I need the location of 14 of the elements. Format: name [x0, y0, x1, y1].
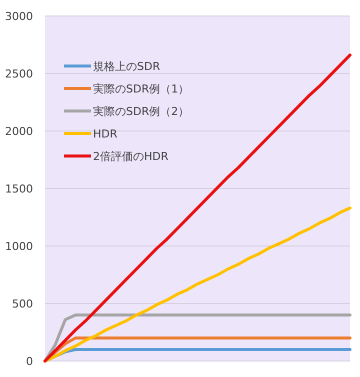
legend-label: 2倍評価のHDR	[93, 150, 169, 163]
y-tick-label: 2500	[5, 68, 33, 80]
legend-label: 規格上のSDR	[93, 60, 160, 73]
legend-label: 実際のSDR例（1）	[93, 82, 190, 96]
line-series	[44, 206, 352, 362]
y-tick-label: 1500	[5, 182, 33, 196]
legend-label: HDR	[93, 128, 118, 140]
legend-label: 実際のSDR例（2）	[93, 105, 190, 118]
line-series	[44, 54, 352, 362]
y-tick-label: 2000	[5, 125, 33, 138]
y-tick-label: 1000	[5, 240, 33, 253]
y-tick-label: 3000	[5, 10, 33, 23]
y-tick-label: 0	[26, 355, 33, 368]
y-tick-label: 500	[12, 298, 33, 310]
